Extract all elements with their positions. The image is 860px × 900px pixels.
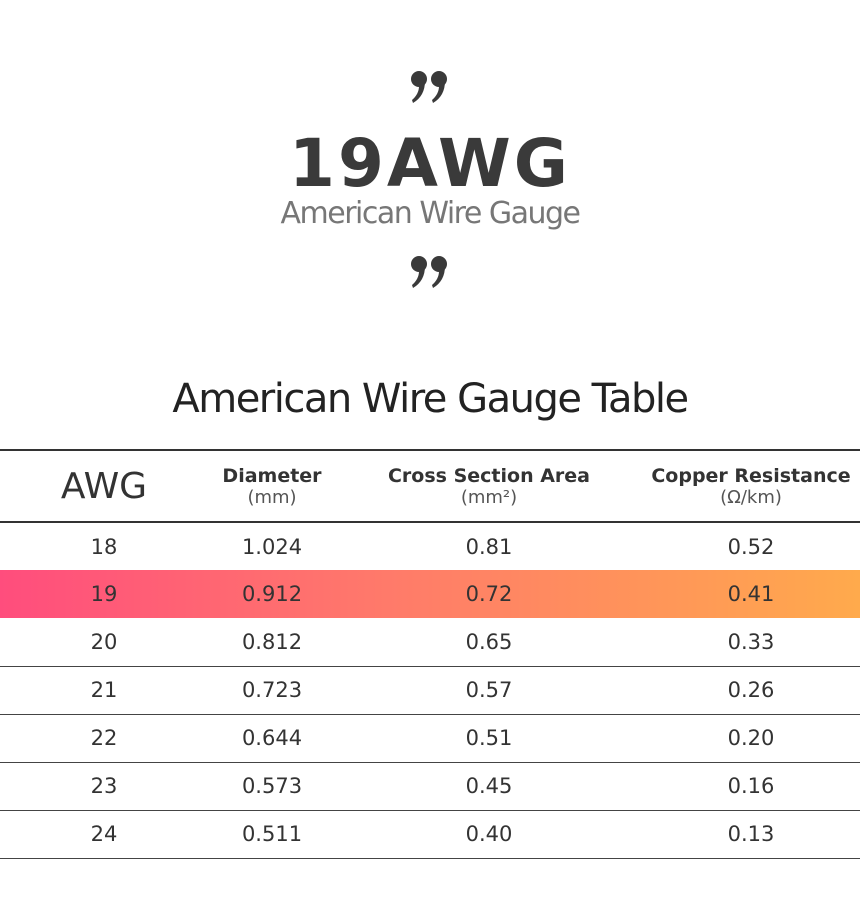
column-header: Diameter (mm) [208, 450, 336, 522]
table-row: 23 0.573 0.45 0.16 [0, 762, 860, 810]
column-unit: (mm²) [460, 486, 518, 508]
table-cell: 0.45 [465, 774, 513, 798]
header-row: AWG Diameter (mm) Cross Section Area (mm²) Co… [0, 450, 860, 522]
table-cell: 18 [90, 534, 118, 559]
table-cell: 0.812 [241, 629, 303, 654]
table-cell: 0.13 [727, 822, 775, 846]
table-title: American Wire Gauge Table [172, 376, 689, 422]
table-row: 19 0.912 0.72 0.41 [0, 570, 860, 618]
table-cell: 19 [90, 582, 118, 606]
table-cell: 24 [90, 822, 118, 846]
column-header: Copper Resistance (Ω/km) [642, 450, 860, 522]
table-cell: 0.511 [241, 822, 303, 846]
table-cell: 0.52 [727, 534, 775, 559]
table-cell: 21 [90, 678, 118, 702]
column-header: AWG [60, 465, 148, 507]
table-cell: 0.81 [465, 534, 513, 559]
column-name: Copper Resistance [651, 464, 851, 487]
table-cell: 22 [90, 726, 118, 750]
table-row: 22 0.644 0.51 0.20 [0, 714, 860, 762]
table-cell: 23 [90, 774, 118, 798]
quote-icon [411, 71, 447, 103]
table-cell: 0.57 [465, 678, 513, 702]
table-cell: 0.41 [727, 582, 775, 606]
table-row: 21 0.723 0.57 0.26 [0, 666, 860, 714]
table-cell: 0.51 [465, 726, 513, 750]
column-name: Cross Section Area [387, 464, 590, 487]
table-cell: 0.65 [465, 629, 513, 654]
table-row: 20 0.812 0.65 0.33 [0, 618, 860, 666]
column-name: Diameter [222, 464, 322, 487]
table-cell: 0.40 [465, 822, 513, 846]
table-cell: 0.20 [727, 726, 775, 750]
table-cell: 0.573 [241, 774, 303, 798]
table-row: 18 1.024 0.81 0.52 [0, 522, 860, 570]
hero-title: 19AWG [289, 125, 571, 202]
table-cell: 0.26 [727, 678, 775, 702]
table-cell: 0.723 [241, 678, 303, 702]
table-cell: 0.16 [727, 774, 775, 798]
table-cell: 0.72 [465, 582, 513, 606]
table-cell: 20 [90, 629, 118, 654]
hero-subtitle: American Wire Gauge [280, 196, 581, 231]
table-row: 24 0.511 0.40 0.13 [0, 810, 860, 858]
gauge-table: AWG Diameter (mm) Cross Section Area (mm²) Co… [0, 449, 860, 859]
quote-icon [411, 256, 447, 288]
column-unit: (Ω/km) [720, 486, 782, 508]
column-header: Cross Section Area (mm²) [336, 450, 642, 522]
table-body: 18 1.024 0.81 0.52 19 0.912 0.72 0.41 20 0.812 0.6… [0, 522, 860, 858]
table-cell: 1.024 [241, 534, 303, 559]
column-unit: (mm) [247, 486, 297, 508]
table-cell: 0.912 [241, 582, 303, 606]
table-cell: 0.644 [241, 726, 303, 750]
table-cell: 0.33 [727, 629, 775, 654]
